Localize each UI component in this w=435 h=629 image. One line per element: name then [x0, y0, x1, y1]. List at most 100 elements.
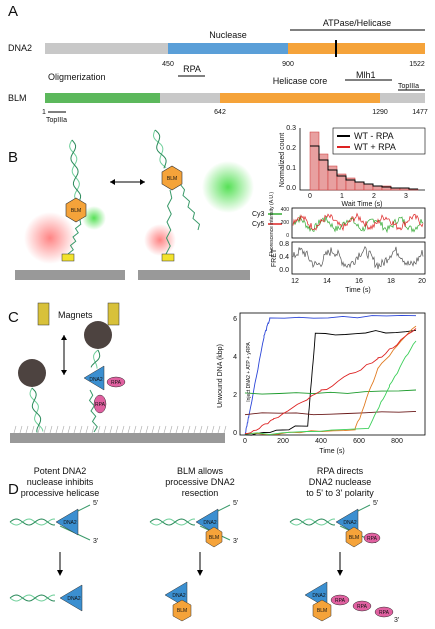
- tick-label: 0.1: [286, 165, 296, 172]
- dna-strand: [152, 129, 167, 169]
- axis-label: Normalized count: [279, 133, 286, 188]
- caption: BLM allows: [177, 466, 224, 476]
- tick-label: 6: [233, 316, 237, 323]
- tick-label: 14: [323, 278, 331, 285]
- caption: processive DNA2: [165, 477, 235, 487]
- tick-label: 4: [233, 354, 237, 361]
- rpa-protein: [363, 532, 381, 544]
- axis-label: FRET: [271, 248, 278, 267]
- protein-label: DNA2: [172, 593, 186, 599]
- protein-name: DNA2: [8, 43, 32, 53]
- position: 1290: [372, 109, 388, 116]
- protein-label: BLM: [317, 608, 327, 614]
- caption: Potent DNA2: [34, 466, 87, 476]
- axis: [291, 241, 426, 275]
- brush: [139, 425, 143, 434]
- brush: [211, 425, 215, 434]
- protein-label: RPA: [111, 380, 122, 386]
- rpa-protein: [93, 394, 107, 414]
- legend-label: Cy5: [252, 221, 265, 228]
- caption: processive helicase: [21, 488, 100, 498]
- brush: [109, 425, 113, 434]
- axis: [239, 312, 426, 436]
- bar: [363, 183, 374, 191]
- magnet: [37, 302, 50, 326]
- tick-label: 200: [281, 220, 290, 226]
- magnet: [107, 302, 120, 326]
- brush: [19, 425, 23, 434]
- blm-protein: [65, 197, 87, 223]
- traces: [292, 212, 424, 270]
- dna2-protein: [55, 508, 79, 536]
- rpa-protein: [106, 376, 126, 388]
- brush: [163, 425, 167, 434]
- tick-label: 1: [340, 193, 344, 200]
- brush: [85, 425, 89, 434]
- brush: [67, 425, 71, 434]
- tick-label: 0.3: [286, 125, 296, 132]
- protein-label: BLM: [71, 208, 81, 214]
- bar: [354, 181, 365, 191]
- tick-label: 800: [391, 438, 403, 445]
- dna-strand: [289, 518, 336, 526]
- brush: [205, 425, 209, 434]
- end-label: 3': [394, 617, 399, 624]
- tick-label: 0: [286, 233, 289, 239]
- dna2-protein: [59, 584, 83, 612]
- protein-label: BLM: [209, 535, 219, 541]
- brush: [73, 425, 77, 434]
- tick-label: 200: [277, 438, 289, 445]
- rpa-protein: [330, 594, 350, 606]
- glow: [144, 224, 176, 256]
- tick-label: 18: [387, 278, 395, 285]
- dna-strand: [154, 129, 167, 169]
- legend: [332, 127, 426, 155]
- blm-protein: [205, 526, 223, 548]
- rpa-protein: [352, 600, 372, 612]
- protein-label: DNA2: [343, 520, 357, 526]
- dna-strand: [9, 594, 56, 602]
- dna-strand: [149, 518, 196, 526]
- domain-label: Mlh1: [356, 70, 376, 80]
- domain: [168, 43, 288, 54]
- brush: [151, 425, 155, 434]
- tick-label: 0.0: [279, 267, 289, 274]
- bead: [18, 359, 46, 387]
- caption: resection: [182, 488, 219, 498]
- blm-protein: [172, 599, 192, 622]
- blm-protein: [161, 165, 183, 191]
- trace: [244, 389, 417, 395]
- trace: [292, 245, 424, 270]
- brush: [61, 425, 65, 434]
- trace: [244, 340, 417, 436]
- bar: [372, 185, 383, 191]
- ssdna: [165, 189, 173, 255]
- brush: [217, 425, 221, 434]
- tick-label: 20: [418, 278, 426, 285]
- brush: [175, 425, 179, 434]
- arrowhead: [337, 570, 343, 576]
- axis-label: Time (s): [345, 287, 370, 294]
- legend-label: WT - RPA: [354, 131, 394, 141]
- domain-label: TopIIIa: [398, 83, 419, 90]
- trace: [292, 212, 424, 232]
- brush: [169, 425, 173, 434]
- blm-protein: [312, 599, 332, 622]
- histogram: [309, 131, 419, 191]
- position: 1522: [409, 61, 425, 68]
- dna-strand: [70, 139, 82, 200]
- glow: [202, 161, 254, 213]
- position: 900: [282, 61, 294, 68]
- dna: [67, 129, 201, 255]
- end-label: 5': [233, 500, 238, 507]
- domain-label: ATPase/Helicase: [323, 18, 391, 28]
- tick-label: 0: [243, 438, 247, 445]
- domain: [45, 43, 168, 54]
- panel-label: D: [8, 481, 19, 498]
- domain-label: Nuclease: [209, 30, 247, 40]
- brush: [25, 425, 29, 434]
- protein-label: BLM: [167, 176, 177, 182]
- brush: [187, 425, 191, 434]
- dna2-protein: [83, 365, 105, 391]
